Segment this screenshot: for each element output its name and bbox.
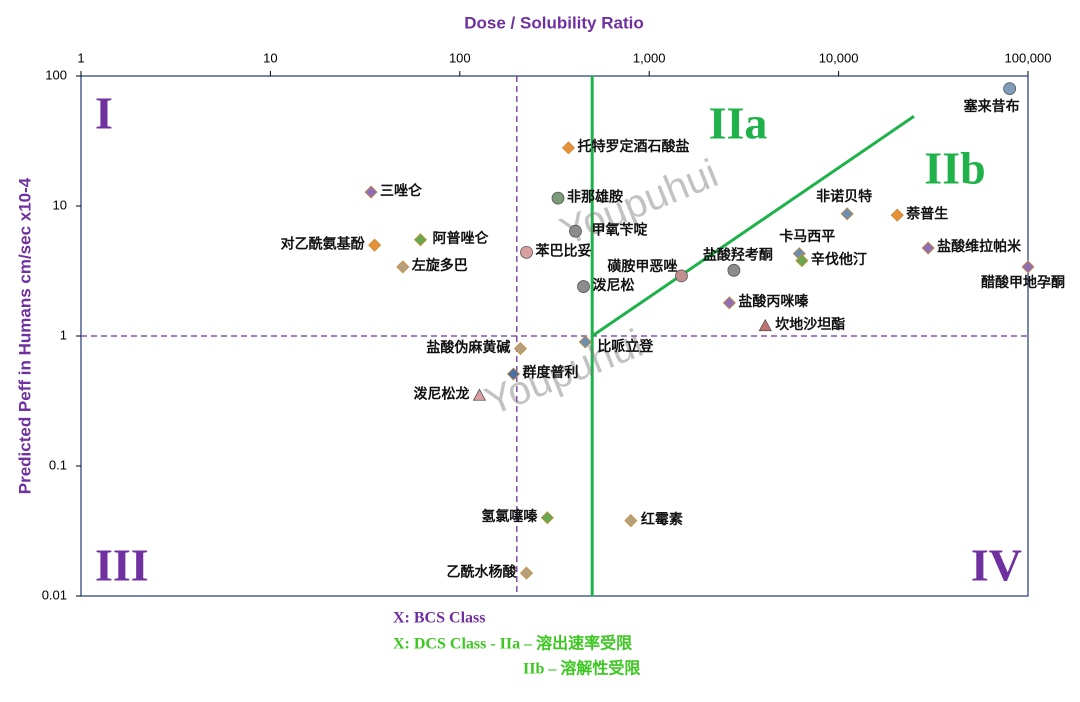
data-point: [577, 280, 590, 293]
point-label: 比哌立登: [597, 338, 654, 355]
point-label: 托特罗定酒石酸盐: [578, 138, 690, 155]
data-point: [578, 335, 592, 349]
point-label: 苯巴比妥: [535, 243, 592, 260]
region-label: IIa: [709, 98, 768, 149]
point-label: 乙酰水杨酸: [447, 563, 518, 580]
point-label: 泼尼松龙: [413, 385, 469, 402]
region-label: IV: [971, 540, 1022, 591]
region-label: III: [95, 540, 149, 591]
data-point: [472, 388, 487, 401]
data-point: [1003, 82, 1017, 95]
x-tick-label: 100,000: [1005, 50, 1052, 65]
data-point: [368, 238, 382, 252]
y-tick-label: 10: [53, 197, 67, 212]
y-tick-label: 100: [45, 67, 67, 82]
point-label: 盐酸丙咪嗪: [738, 293, 809, 310]
point-label: 醋酸甲地孕酮: [981, 274, 1065, 291]
point-label: 盐酸羟考酮: [703, 247, 773, 264]
x-tick-label: 100: [449, 50, 471, 65]
point-label: 磺胺甲恶唑: [607, 258, 677, 275]
data-point: [396, 260, 410, 274]
data-point: [364, 185, 378, 199]
x-axis-title: Dose / Solubility Ratio: [464, 13, 643, 32]
data-point: [520, 245, 533, 259]
data-point: [795, 254, 809, 268]
x-tick-label: 1: [77, 50, 84, 65]
region-label: IIb: [924, 143, 985, 194]
point-label: 卡马西平: [779, 228, 835, 245]
y-tick-label: 0.1: [49, 457, 67, 472]
point-label: 阿普唑仑: [432, 230, 489, 247]
data-point: [519, 566, 534, 580]
point-label: 萘普生: [905, 205, 948, 222]
data-point: [540, 511, 554, 525]
note: X: BCS Class: [393, 610, 485, 627]
point-label: 甲氧苄啶: [591, 221, 647, 238]
data-point: [551, 191, 565, 205]
data-point: [624, 514, 638, 528]
x-tick-label: 10: [263, 50, 277, 65]
point-label: 坎地沙坦酯: [775, 316, 845, 333]
x-tick-label: 10,000: [819, 50, 859, 65]
point-label: 红霉素: [641, 511, 683, 528]
point-label: 盐酸维拉帕米: [937, 238, 1022, 255]
x-tick-label: 1,000: [633, 50, 666, 65]
data-point: [758, 318, 772, 332]
data-point: [569, 224, 582, 238]
data-point: [921, 241, 935, 255]
point-label: 盐酸伪麻黄碱: [426, 339, 510, 356]
data-point: [675, 269, 688, 283]
data-point: [413, 233, 428, 247]
note: X: DCS Class - IIa – 溶出速率受限: [393, 634, 633, 653]
region-label: I: [95, 88, 113, 139]
data-point: [722, 296, 736, 310]
y-axis-title: Predicted Peff in Humans cm/sec x10-4: [15, 177, 34, 494]
data-point: [1021, 260, 1035, 274]
dcs-boundary-diagonal: [591, 115, 915, 338]
data-point: [840, 207, 854, 221]
point-label: 非那雄胺: [567, 188, 623, 205]
data-point: [561, 141, 576, 155]
point-label: 左旋多巴: [411, 257, 468, 274]
point-label: 三唑仑: [380, 182, 423, 199]
point-label: 群度普利: [521, 364, 578, 381]
point-label: 泼尼松: [593, 277, 635, 294]
data-point: [506, 367, 521, 381]
data-point: [513, 342, 528, 356]
point-label: 辛伐他汀: [811, 251, 867, 268]
point-label: 非诺贝特: [816, 188, 872, 205]
point-label: 塞来昔布: [964, 98, 1020, 115]
data-point: [890, 208, 904, 222]
y-tick-label: 0.01: [42, 587, 67, 602]
note: IIb – 溶解性受限: [523, 659, 641, 678]
point-label: 对乙酰氨基酚: [281, 235, 366, 252]
data-point: [727, 263, 741, 277]
point-label: 氢氯噻嗪: [481, 508, 538, 525]
y-tick-label: 1: [60, 327, 67, 342]
